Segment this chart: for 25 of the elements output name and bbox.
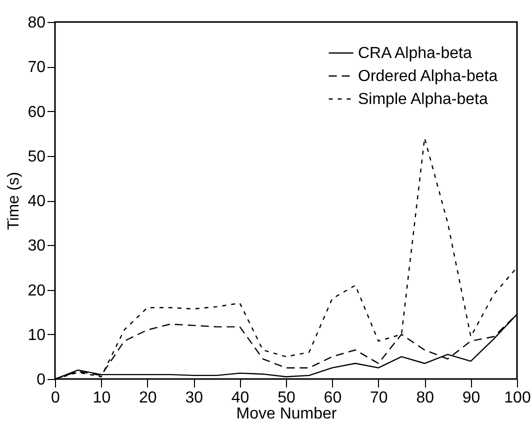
x-tick-label: 10: [92, 390, 111, 406]
x-tick-label: 50: [278, 390, 296, 406]
x-tick-label: 30: [185, 390, 204, 406]
y-tick-label: 80: [28, 14, 46, 32]
legend-label: CRA Alpha-beta: [358, 45, 472, 62]
y-tick-label: 70: [28, 59, 46, 76]
y-tick-label: 50: [28, 148, 46, 166]
y-tick-label: 60: [28, 104, 46, 121]
x-tick-label: 80: [416, 390, 434, 406]
y-axis-title: Time (s): [6, 172, 23, 230]
x-axis-title: Move Number: [236, 406, 338, 422]
x-tick-label: 60: [324, 390, 342, 406]
y-tick-label: 20: [28, 282, 46, 300]
x-tick-label: 40: [231, 390, 250, 406]
x-tick-label: 70: [370, 390, 388, 406]
legend-label: Simple Alpha-beta: [358, 91, 488, 108]
legend-label: Ordered Alpha-beta: [358, 68, 498, 85]
y-tick-label: 40: [28, 193, 46, 210]
y-tick-label: 0: [36, 372, 46, 388]
x-tick-label: 100: [504, 390, 531, 406]
x-tick-label: 0: [51, 390, 60, 406]
y-tick-label: 30: [28, 238, 46, 255]
x-tick-label: 20: [139, 390, 157, 406]
y-tick-label: 10: [28, 326, 46, 344]
x-tick-label: 90: [462, 390, 480, 406]
